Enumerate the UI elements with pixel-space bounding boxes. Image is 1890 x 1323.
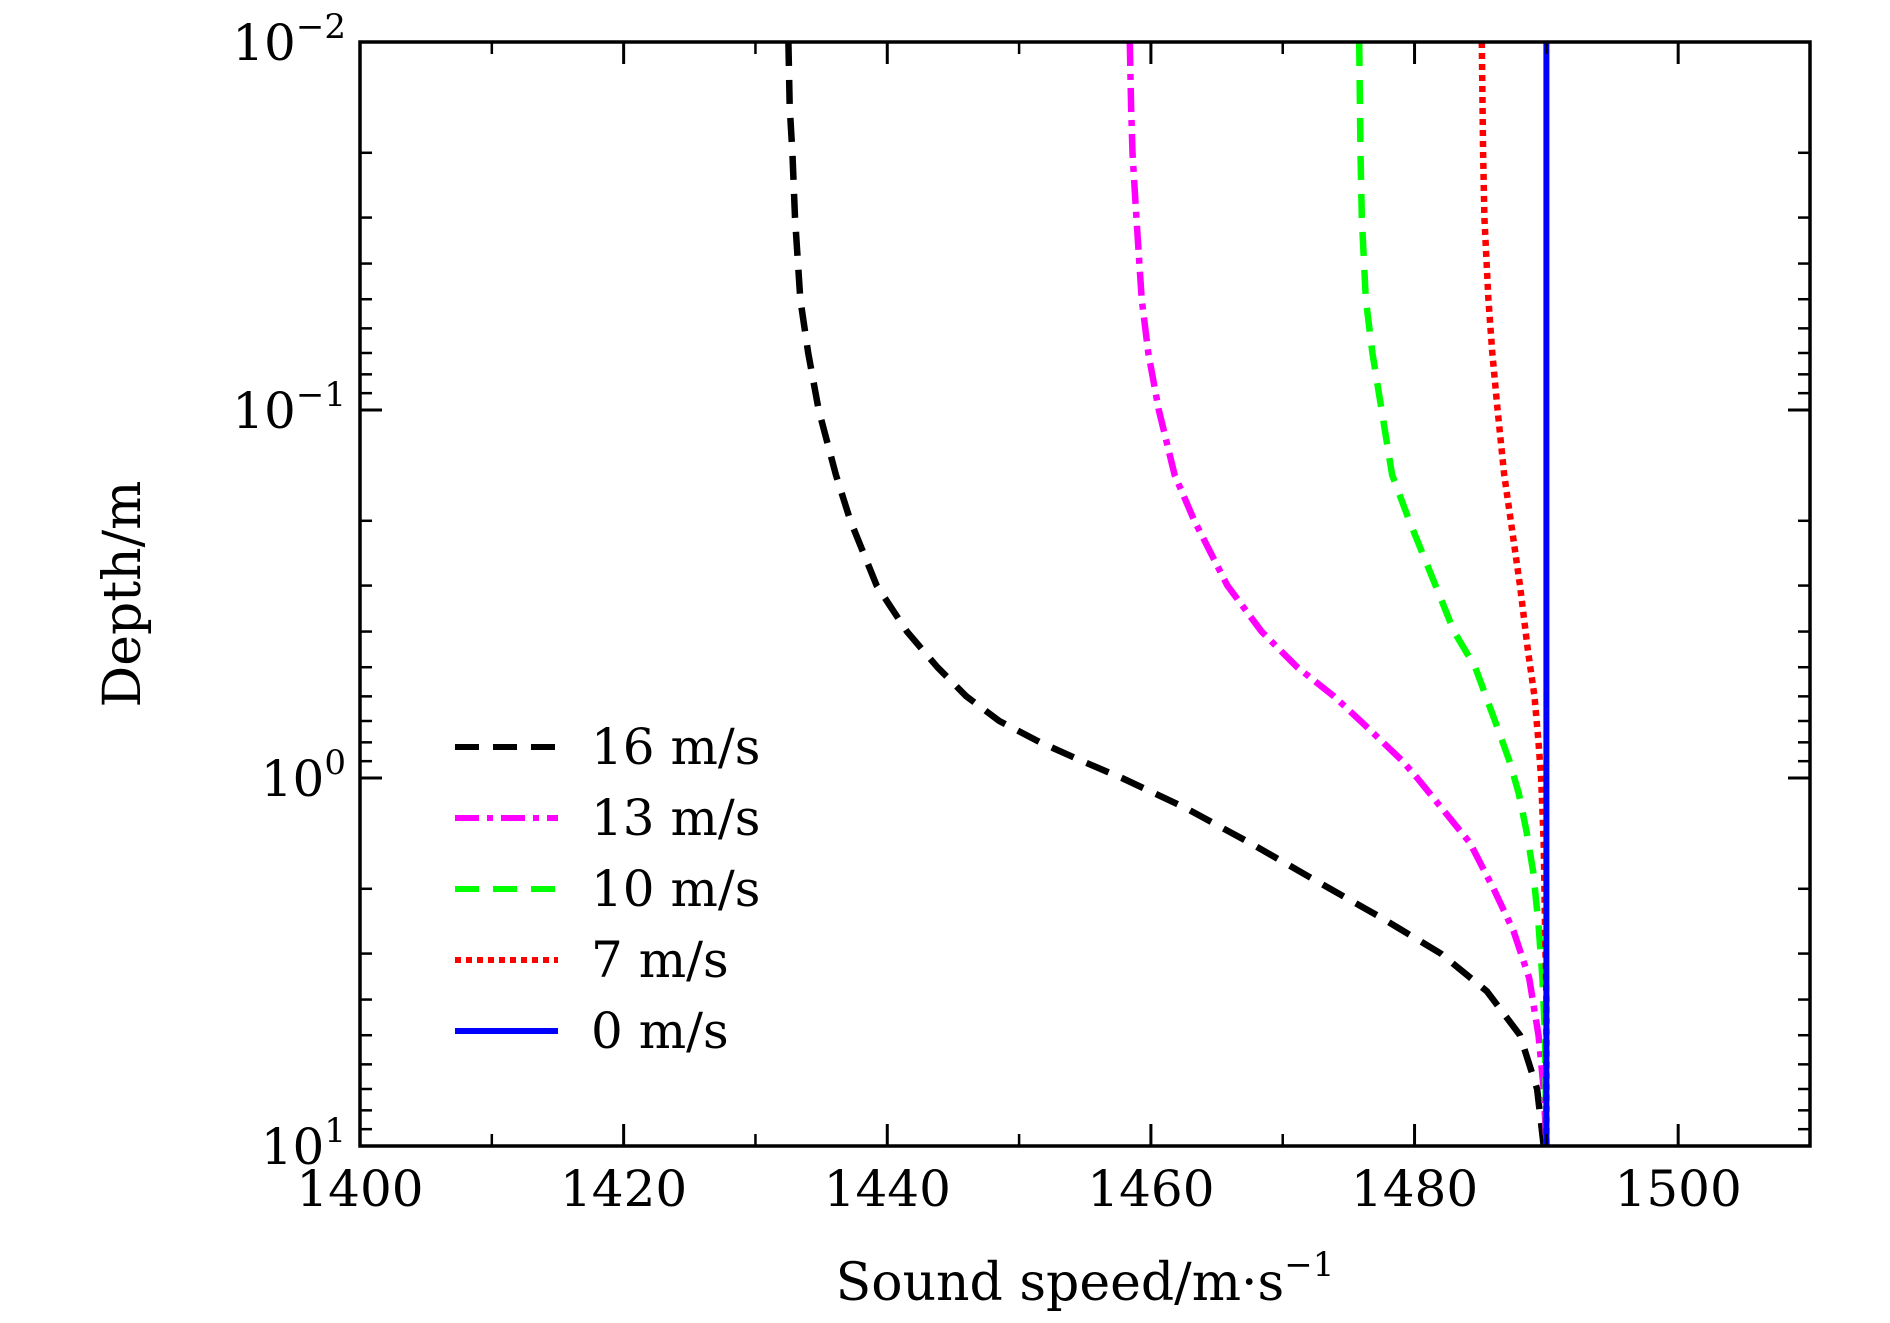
x-tick-label: 1460 [1087, 1160, 1214, 1218]
legend-label: 13 m/s [591, 789, 760, 847]
series-layer [785, 41, 1550, 1147]
series-line-0 [785, 41, 1547, 1147]
x-tick-label: 1500 [1615, 1160, 1742, 1218]
y-axis-label: Depth/m [93, 481, 153, 708]
ticks-layer: 1400 1420 1440 1460 1480 1500 10−2 10−1 100 101 [232, 7, 1810, 1218]
legend-label: 10 m/s [591, 860, 760, 918]
x-axis-label-exponent: −1 [1284, 1245, 1334, 1285]
x-axis-label: Sound speed/m·s−1 [836, 1245, 1335, 1313]
legend-label: 16 m/s [591, 718, 760, 776]
x-tick-label: 1480 [1351, 1160, 1478, 1218]
x-tick-label: 1420 [560, 1160, 687, 1218]
y-tick-label: 100 [261, 743, 346, 808]
x-tick-label: 1400 [296, 1160, 423, 1218]
y-tick-label: 10−1 [232, 375, 346, 440]
y-tick-label: 101 [261, 1111, 346, 1176]
series-line-1 [1126, 41, 1550, 1147]
legend: 16 m/s 13 m/s 10 m/s 7 m/s 0 m/s [455, 718, 760, 1060]
plot-frame [358, 40, 1812, 1148]
legend-label: 0 m/s [591, 1002, 729, 1060]
series-line-3 [1478, 41, 1550, 1146]
y-tick-label: 10−2 [232, 7, 346, 72]
series-line-2 [1355, 41, 1550, 1147]
legend-label: 7 m/s [591, 931, 729, 989]
x-tick-label: 1440 [824, 1160, 951, 1218]
x-axis-label-text: Sound speed/m·s [836, 1253, 1285, 1313]
